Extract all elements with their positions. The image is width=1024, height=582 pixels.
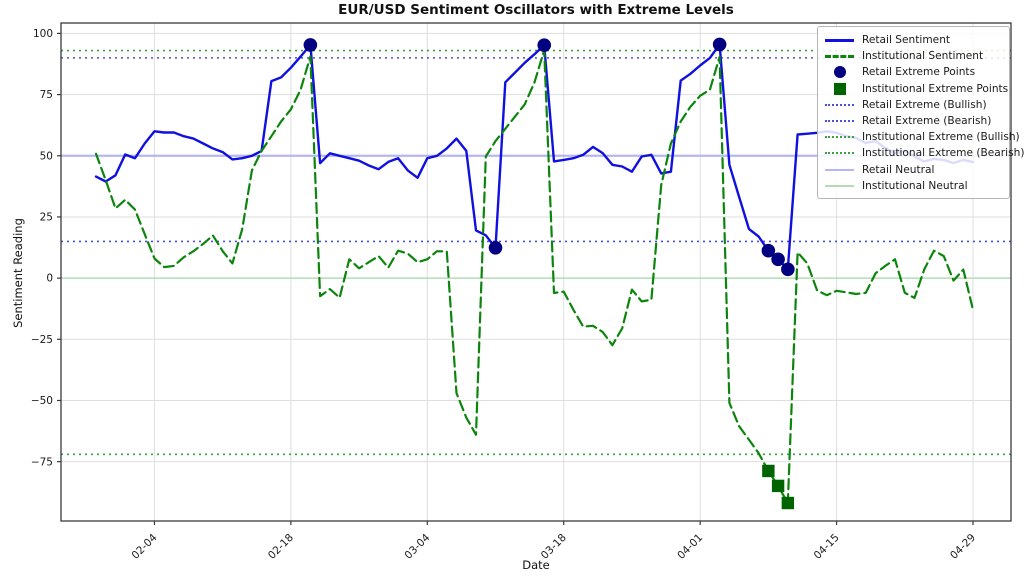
legend-item-label: Retail Extreme (Bearish) xyxy=(862,115,992,128)
y-tick-label: −50 xyxy=(31,395,53,407)
legend-item-label: Retail Extreme Points xyxy=(862,66,976,79)
legend-item-label: Retail Extreme (Bullish) xyxy=(862,98,987,111)
legend-swatch-circle-icon xyxy=(825,66,854,79)
y-tick-label: 75 xyxy=(40,89,53,101)
legend-box: Retail Sentiment Institutional Sentiment R… xyxy=(817,26,1024,199)
legend-swatch-square-icon xyxy=(825,82,854,95)
legend-swatch-dotted-icon xyxy=(825,103,854,106)
y-tick-label: −75 xyxy=(31,456,53,468)
y-tick-label: 0 xyxy=(46,273,53,285)
legend-item-label: Institutional Extreme (Bearish) xyxy=(862,147,1024,160)
legend-swatch-dotted-icon xyxy=(825,152,854,155)
institutional-extreme-marker xyxy=(781,496,795,510)
legend-item: Retail Sentiment xyxy=(825,32,1002,48)
x-axis-label: Date xyxy=(522,558,550,572)
retail-extreme-marker xyxy=(771,252,785,267)
legend-item: Institutional Extreme (Bullish) xyxy=(825,129,1020,145)
y-tick-label: 25 xyxy=(40,212,53,224)
legend-item: Institutional Neutral xyxy=(825,178,1002,194)
legend-item-label: Institutional Sentiment xyxy=(862,50,984,63)
retail-extreme-marker xyxy=(537,38,552,52)
retail-extreme-marker xyxy=(303,38,318,52)
institutional-extreme-marker xyxy=(762,464,775,478)
legend-item-label: Retail Neutral xyxy=(862,163,935,176)
chart-title: EUR/USD Sentiment Oscillators with Extre… xyxy=(338,2,734,18)
legend-item: Institutional Sentiment xyxy=(825,48,1002,64)
institutional-extreme-marker xyxy=(771,479,785,493)
legend-item: Retail Extreme (Bearish) xyxy=(825,113,1002,129)
legend-swatch-solid-icon xyxy=(825,184,854,187)
y-axis-label: Sentiment Reading xyxy=(11,218,25,328)
legend-item: Retail Extreme Points xyxy=(825,64,1002,80)
legend-swatch-solid-icon xyxy=(825,168,854,171)
legend-item: Retail Neutral xyxy=(825,162,1002,178)
legend-item: Institutional Extreme Points xyxy=(825,81,1008,97)
series-line-institutional-sentiment xyxy=(94,49,975,505)
legend-swatch-dotted-icon xyxy=(825,136,854,139)
retail-extreme-marker xyxy=(712,37,727,52)
legend-item-label: Institutional Extreme (Bullish) xyxy=(862,131,1020,144)
legend-item: Institutional Extreme (Bearish) xyxy=(825,145,1024,161)
plot-spines xyxy=(60,22,1012,522)
y-tick-label: 50 xyxy=(40,150,53,162)
legend-item: Retail Extreme (Bullish) xyxy=(825,97,1002,113)
y-tick-label: 100 xyxy=(33,28,53,40)
retail-extreme-marker xyxy=(761,243,776,258)
legend-swatch-solid-icon xyxy=(825,38,854,42)
retail-extreme-marker xyxy=(781,262,795,277)
legend-swatch-dotted-icon xyxy=(825,120,854,123)
legend-item-label: Institutional Neutral xyxy=(862,179,968,192)
y-tick-label: −25 xyxy=(31,334,53,346)
retail-extreme-marker xyxy=(488,240,503,255)
legend-item-label: Institutional Extreme Points xyxy=(862,82,1009,95)
legend-item-label: Retail Sentiment xyxy=(862,34,951,47)
legend-swatch-dashed-icon xyxy=(825,54,854,58)
